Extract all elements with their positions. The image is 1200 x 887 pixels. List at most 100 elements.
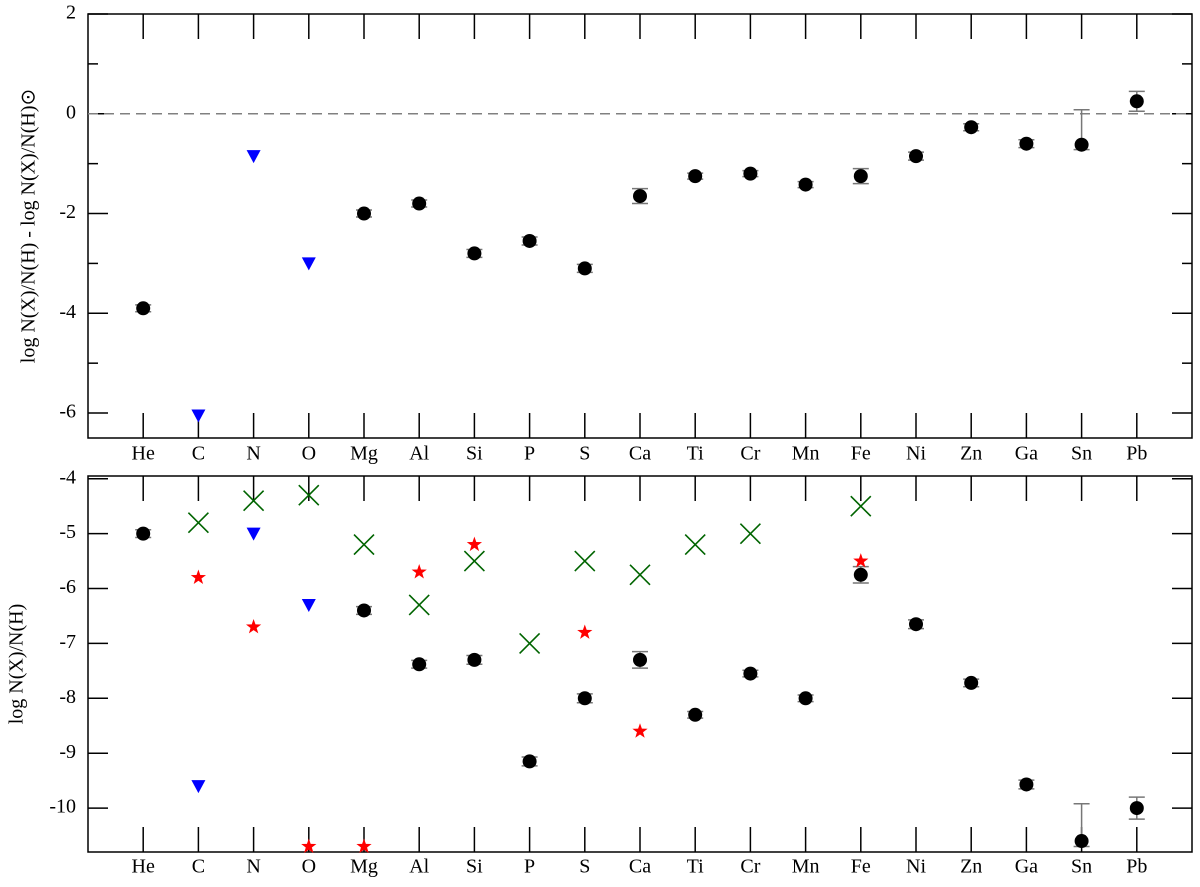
point	[522, 233, 537, 248]
point	[909, 617, 923, 632]
upper-limit	[301, 257, 316, 271]
model-point	[574, 550, 596, 572]
point	[688, 169, 703, 184]
x-tick-label: Mg	[350, 856, 378, 878]
model-point	[298, 484, 320, 506]
x-tick-label: C	[192, 856, 205, 878]
x-tick-label: He	[132, 443, 155, 465]
model-point	[245, 618, 262, 634]
y-tick-label: -2	[59, 201, 76, 223]
model-point	[411, 564, 427, 579]
x-tick-label: Al	[409, 443, 429, 465]
x-tick-label: Cr	[740, 856, 760, 878]
x-tick-label: He	[132, 856, 155, 878]
x-tick-label: Pb	[1126, 443, 1147, 465]
point	[1019, 777, 1034, 792]
x-tick-label: Mn	[792, 443, 820, 465]
y-tick-label: -10	[49, 796, 76, 818]
y-tick-label: -7	[59, 631, 76, 653]
point	[633, 189, 647, 204]
upper-limit	[191, 409, 206, 423]
x-tick-label: Si	[466, 856, 483, 878]
x-tick-label: Ca	[629, 443, 651, 465]
x-tick-label: Fe	[851, 443, 871, 465]
model-point	[190, 569, 207, 585]
x-tick-label: Sn	[1071, 856, 1092, 878]
point	[522, 754, 537, 769]
x-tick-label: Ca	[629, 856, 651, 878]
model-point	[853, 553, 869, 568]
plot-frame	[87, 13, 1193, 439]
point	[688, 707, 703, 722]
panel: 2 0 -2 -4 -6 He C N O Mg Al Si P S Ca Ti Cr Mn Fe Ni Zn Ga Sn P…	[18, 2, 1193, 465]
point	[633, 652, 647, 667]
x-tick-label: Ga	[1015, 443, 1038, 465]
point	[853, 169, 868, 184]
y-tick-label: -6	[59, 576, 76, 598]
x-tick-label: Ni	[906, 443, 926, 465]
x-tick-label: N	[246, 443, 260, 465]
y-tick-label: -4	[59, 301, 76, 323]
point	[1019, 136, 1034, 151]
y-tick-label: -5	[59, 521, 76, 543]
point	[136, 526, 151, 541]
x-tick-label: Ti	[687, 856, 705, 878]
model-point	[632, 723, 648, 738]
point	[577, 691, 592, 706]
model-point	[629, 564, 651, 586]
model-point	[519, 632, 541, 654]
y-tick-label: -9	[59, 741, 76, 763]
point	[467, 652, 482, 667]
point	[798, 691, 813, 706]
y-tick-label: -4	[59, 466, 76, 488]
upper-limit	[191, 780, 206, 794]
upper-limit	[246, 527, 261, 541]
model-point	[739, 523, 761, 545]
panel: -4 -5 -6 -7 -8 -9 -10 He C N O Mg Al Si P S Ca Ti Cr Mn Fe Ni…	[6, 466, 1193, 878]
x-tick-label: O	[302, 443, 316, 465]
point	[853, 567, 868, 582]
upper-limit	[301, 598, 316, 612]
point	[964, 675, 979, 690]
x-tick-label: Al	[409, 856, 429, 878]
y-tick-label: 0	[66, 101, 76, 123]
x-tick-label: P	[524, 856, 535, 878]
point	[467, 246, 482, 261]
x-tick-label: Zn	[960, 443, 982, 465]
point	[798, 177, 813, 192]
model-point	[466, 536, 483, 552]
model-point	[243, 490, 265, 512]
x-tick-label: Pb	[1126, 856, 1147, 878]
x-tick-label: S	[579, 443, 590, 465]
point	[964, 120, 979, 135]
x-tick-label: Mn	[792, 856, 820, 878]
x-tick-label: Fe	[851, 856, 871, 878]
model-point	[408, 594, 430, 616]
point	[1074, 834, 1089, 849]
x-tick-label: Ga	[1015, 856, 1038, 878]
model-point	[301, 838, 317, 853]
model-point	[353, 534, 375, 556]
x-tick-label: Ti	[687, 443, 705, 465]
x-tick-label: Ni	[906, 856, 926, 878]
point	[412, 657, 427, 672]
point	[577, 261, 592, 276]
y-axis-label: log N(X)/N(H)	[6, 604, 28, 725]
x-tick-label: P	[524, 443, 535, 465]
model-point	[463, 550, 485, 572]
model-point	[187, 512, 209, 534]
x-tick-label: Zn	[960, 856, 982, 878]
point	[1074, 137, 1089, 152]
x-tick-label: Sn	[1071, 443, 1092, 465]
point	[357, 603, 371, 618]
point	[136, 301, 151, 316]
model-point	[577, 624, 593, 639]
model-point	[684, 534, 706, 556]
point	[412, 196, 427, 211]
x-tick-label: C	[192, 443, 205, 465]
point	[357, 206, 371, 221]
y-tick-label: 2	[66, 2, 76, 24]
point	[743, 666, 758, 681]
point	[743, 166, 758, 181]
y-axis-label: log N(X)/N(H) - log N(X)/N(H)⊙	[18, 89, 40, 363]
